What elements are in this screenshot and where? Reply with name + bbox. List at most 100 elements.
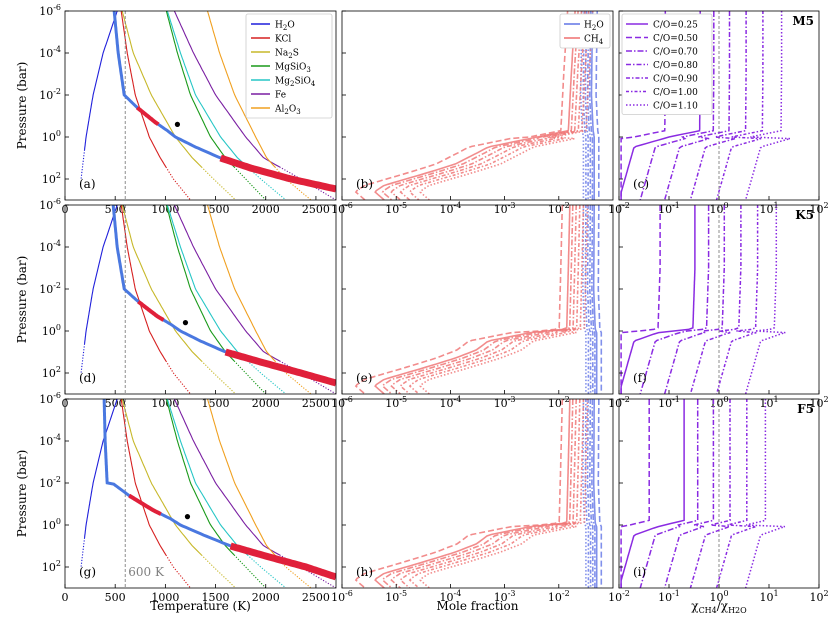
x-tick-label: 10-5 — [385, 201, 407, 216]
ch4-profile-co-3 — [390, 205, 577, 394]
tp-profile-convective-segment — [224, 348, 336, 387]
x-tick-label: 100 — [709, 589, 728, 604]
condensation-curve-al2o3-extrapolated — [274, 554, 312, 588]
h2o-profile-co-4 — [586, 205, 592, 394]
ratio-profile-co-6 — [744, 399, 786, 588]
x-tick-label: 10-4 — [440, 395, 462, 410]
h2o-profile-co-1 — [597, 399, 603, 588]
y-tick-label: 102 — [42, 365, 61, 380]
x-axis-label-temperature: Temperature (K) — [150, 599, 251, 613]
panel-h: 10-6 10-5 10-4 10-3 10-2 (h) — [331, 398, 614, 604]
plot-area — [80, 399, 336, 588]
ratio-profile-co-0 — [620, 399, 685, 588]
x-tick-label: 10-2 — [608, 589, 630, 604]
tp-marker — [182, 320, 189, 326]
axes-frame — [341, 398, 614, 589]
condensation-curve-h2o-extrapolated — [80, 149, 86, 180]
ch4-profile-co-0 — [374, 205, 571, 394]
y-tick-label: 100 — [42, 323, 61, 338]
x-tick-label: 100 — [709, 201, 728, 216]
ratio-profile-co-5 — [715, 399, 757, 588]
condensation-curve-h2o-extrapolated — [80, 343, 86, 374]
x-tick-label: 102 — [809, 395, 828, 410]
condensation-curve-al2o3 — [206, 11, 276, 168]
tp-profile — [102, 399, 336, 579]
y-tick-label: 10-2 — [39, 475, 61, 490]
condensation-curve-mg2sio4-extrapolated — [247, 166, 287, 200]
legend-label: Na2S — [275, 49, 299, 61]
axes-frame — [64, 398, 337, 589]
legend-label: C/O=0.70 — [653, 48, 698, 58]
ratio-profile-co-3 — [663, 399, 715, 588]
y-tick-label: 10-4 — [39, 239, 61, 254]
x-tick-label: 1500 — [202, 397, 230, 410]
x-tick-label: 10-3 — [494, 589, 516, 604]
x-tick-label: 101 — [759, 395, 778, 410]
condensation-curve-na2s-extrapolated — [201, 554, 236, 588]
star-label: F5 — [797, 402, 814, 416]
plot-area — [80, 11, 336, 200]
x-tick-label: 2000 — [252, 591, 280, 604]
x-tick-label: 1500 — [202, 203, 230, 216]
condensation-curve-fe — [173, 399, 280, 556]
x-tick-label: 0 — [62, 591, 69, 604]
legend-species: H2O KCl Na2S MgSiO3 Mg2SiO4 Fe Al2O3 — [245, 13, 333, 119]
x-tick-label: 101 — [759, 589, 778, 604]
ch4-profile-co-0 — [374, 399, 571, 588]
axes-frame — [64, 204, 337, 395]
ratio-profile-co-3 — [663, 11, 731, 200]
condensation-curve-mg2sio4-extrapolated — [247, 360, 287, 394]
x-tick-label: 1000 — [151, 591, 179, 604]
panel-label: (c) — [633, 177, 649, 191]
panel-label: (f) — [633, 371, 647, 385]
condensation-curve-kcl-extrapolated — [165, 360, 191, 394]
y-tick-label: 100 — [42, 129, 61, 144]
legend-label: Fe — [275, 91, 286, 101]
x-tick-label: 10-1 — [658, 589, 680, 604]
x-tick-label: 10-5 — [385, 589, 407, 604]
x-tick-label: 10-3 — [494, 201, 516, 216]
condensation-curve-na2s — [121, 399, 202, 556]
tp-profile-convective-segment — [135, 106, 160, 126]
legend-label: H2O — [275, 21, 295, 33]
x-tick-label: 10-2 — [548, 589, 570, 604]
x-axis-label-ratio: χCH4/χH2O — [691, 599, 747, 615]
x-axis-label-mole-fraction: Mole fraction — [437, 599, 519, 613]
panel-g: 10-6 10-4 10-2 100 102 0 500 1000 1500 2000 2500 (g… — [39, 391, 337, 604]
condensation-curve-fe — [173, 11, 280, 168]
ch4-profile-co-6 — [419, 205, 589, 394]
ratio-profile-co-1 — [620, 399, 650, 588]
condensation-curve-h2o — [84, 205, 118, 344]
y-tick-label: 10-6 — [39, 3, 61, 18]
x-tick-label: 10-5 — [385, 395, 407, 410]
ratio-profile-co-4 — [689, 205, 742, 394]
legend-label: C/O=1.10 — [653, 102, 698, 112]
legend-label: KCl — [275, 35, 291, 45]
condensation-curve-mgsio3-extrapolated — [233, 360, 267, 394]
axes-frame — [341, 10, 614, 201]
ch4-profile-co-2 — [381, 205, 574, 394]
plot-area — [620, 205, 786, 394]
tp-profile-convective-segment — [219, 154, 336, 193]
y-axis-label: Pressure (bar) — [15, 450, 29, 538]
condensation-curve-fe — [173, 205, 280, 362]
legend-label: C/O=1.00 — [653, 88, 698, 98]
panel-label: (e) — [356, 371, 372, 385]
y-axis-label: Pressure (bar) — [15, 62, 29, 150]
tp-marker — [184, 514, 191, 520]
condensation-curve-mg2sio4 — [166, 11, 248, 168]
condensation-curve-al2o3 — [206, 399, 276, 556]
condensation-curve-mg2sio4-extrapolated — [247, 554, 287, 588]
ratio-profile-co-5 — [715, 205, 759, 394]
panel-label: (h) — [356, 565, 373, 579]
condensation-curve-fe-extrapolated — [279, 166, 336, 200]
y-axis-label: Pressure (bar) — [15, 256, 29, 344]
ch4-profile-co-4 — [399, 399, 581, 588]
condensation-curve-h2o — [84, 399, 118, 538]
tp-profile-convective-segment — [229, 542, 336, 581]
condensation-curve-na2s — [121, 205, 202, 362]
tp-profile-convective-segment — [137, 300, 165, 322]
h2o-profile-co-4 — [586, 399, 592, 588]
y-tick-label: 100 — [42, 517, 61, 532]
